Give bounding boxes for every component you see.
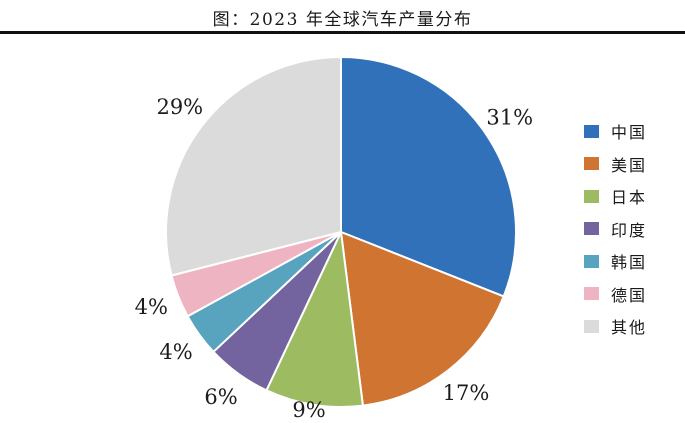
- chart-title: 图：2023 年全球汽车产量分布: [212, 10, 473, 30]
- legend-swatch-中国: [584, 124, 599, 138]
- legend-label-德国: 德国: [611, 285, 648, 305]
- legend-swatch-韩国: [584, 254, 599, 268]
- legend-item-其他: 其他: [584, 315, 647, 337]
- legend-swatch-日本: [584, 189, 599, 203]
- pie-slice-日本: [265, 231, 364, 408]
- legend: 中国美国日本印度韩国德国其他: [584, 120, 647, 348]
- legend-label-印度: 印度: [611, 220, 648, 240]
- slice-label-其他: 29%: [156, 95, 203, 119]
- legend-item-美国: 美国: [584, 153, 647, 175]
- legend-swatch-印度: [584, 222, 599, 235]
- legend-item-印度: 印度: [584, 218, 647, 240]
- slice-label-韩国: 4%: [159, 340, 192, 364]
- legend-swatch-其他: [584, 319, 599, 333]
- legend-item-中国: 中国: [584, 120, 647, 142]
- slice-label-美国: 17%: [443, 381, 490, 405]
- legend-label-中国: 中国: [611, 123, 648, 142]
- slice-label-德国: 4%: [135, 295, 168, 319]
- slice-label-印度: 6%: [204, 385, 237, 409]
- legend-swatch-美国: [584, 157, 599, 170]
- slice-label-中国: 31%: [486, 105, 533, 129]
- slice-label-日本: 9%: [292, 398, 325, 422]
- legend-swatch-德国: [584, 287, 599, 300]
- legend-item-韩国: 韩国: [584, 250, 647, 272]
- legend-item-德国: 德国: [584, 283, 647, 305]
- legend-label-美国: 美国: [611, 155, 648, 175]
- pie-slice-其他: [165, 56, 342, 277]
- legend-label-其他: 其他: [611, 318, 648, 337]
- title-divider: [0, 31, 685, 34]
- legend-label-日本: 日本: [611, 188, 648, 207]
- legend-item-日本: 日本: [584, 185, 647, 207]
- pie-slice-中国: [340, 56, 517, 298]
- pie-slice-美国: [340, 231, 505, 407]
- legend-label-韩国: 韩国: [611, 253, 648, 272]
